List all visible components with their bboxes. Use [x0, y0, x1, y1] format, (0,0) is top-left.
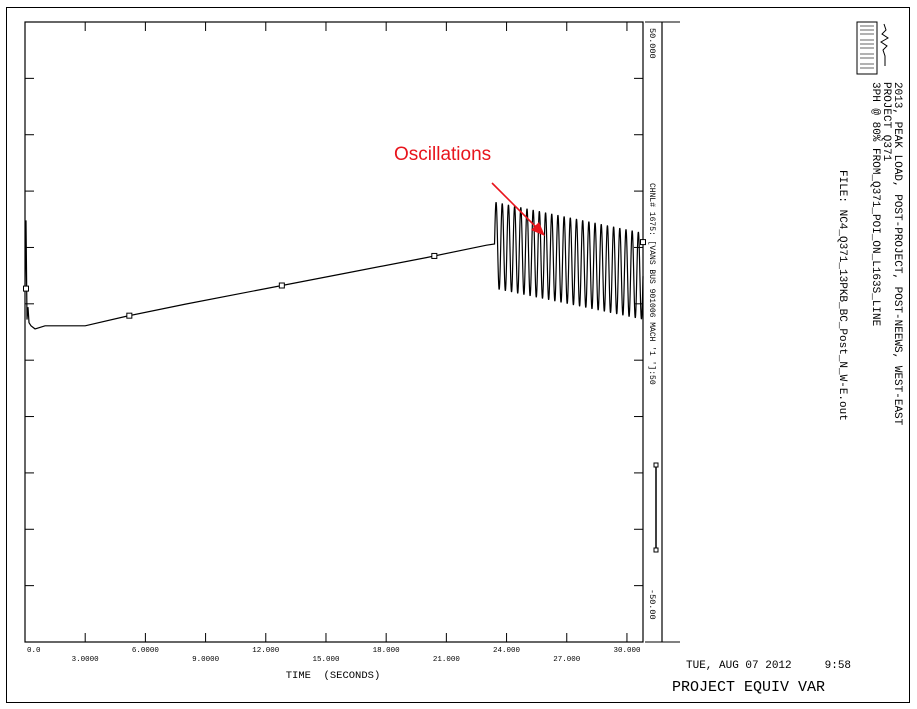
- header-line-3: 3PH @ 80% FROM_Q371_POI_ON_L163S_LINE: [869, 82, 881, 327]
- footer-caption: PROJECT EQUIV VAR: [672, 679, 825, 696]
- plot-area: [24, 21, 644, 643]
- plot-frame: [6, 7, 910, 703]
- x-tick-label: 3.0000: [72, 656, 100, 664]
- series-marker: [640, 239, 646, 246]
- x-tick-label: 27.000: [553, 656, 581, 664]
- x-tick-label: 0.0: [27, 647, 41, 655]
- axis-ticks: [24, 22, 643, 642]
- x-tick-label: 24.000: [493, 647, 521, 655]
- x-tick-label: 9.0000: [192, 656, 220, 664]
- file-line: FILE: NC4_Q371_13PKB_BC_Post_N_W-E.out: [836, 170, 848, 421]
- x-tick-label: 18.000: [373, 647, 401, 655]
- logo: [856, 21, 889, 75]
- series-marker: [23, 285, 30, 292]
- scale-min-label: -50.00: [647, 589, 657, 620]
- channel-label: CHNL# 1675: [VANS BUS 901006 MACH '1 ']:…: [647, 183, 656, 385]
- series-marker: [431, 252, 438, 259]
- x-axis-title: TIME (SECONDS): [286, 670, 381, 682]
- footer-timestamp: TUE, AUG 07 2012 9:58: [686, 660, 851, 672]
- annotation-label: Oscillations: [394, 144, 491, 165]
- x-tick-label: 30.000: [613, 647, 641, 655]
- series-line: [24, 202, 644, 330]
- x-tick-label: 15.000: [312, 656, 340, 664]
- x-tick-label: 12.000: [252, 647, 280, 655]
- header-line-1: 2013, PEAK LOAD, POST-PROJECT, POST-NEEW…: [891, 82, 903, 426]
- x-tick-label: 6.0000: [132, 647, 160, 655]
- scale-max-label: 50.000: [647, 28, 657, 59]
- annotation-arrow: [491, 182, 545, 236]
- legend-marker-top: [653, 462, 659, 468]
- legend-marker-bottom: [653, 547, 659, 553]
- header-line-2: PROJECT Q371: [880, 82, 892, 162]
- x-tick-labels: 0.0 3.0000 6.0000 9.0000 12.000 15.000 18.000 2…: [27, 647, 641, 664]
- series-marker: [278, 282, 285, 289]
- series-marker: [126, 312, 133, 319]
- x-tick-label: 21.000: [433, 656, 461, 664]
- series-markers: [23, 239, 646, 319]
